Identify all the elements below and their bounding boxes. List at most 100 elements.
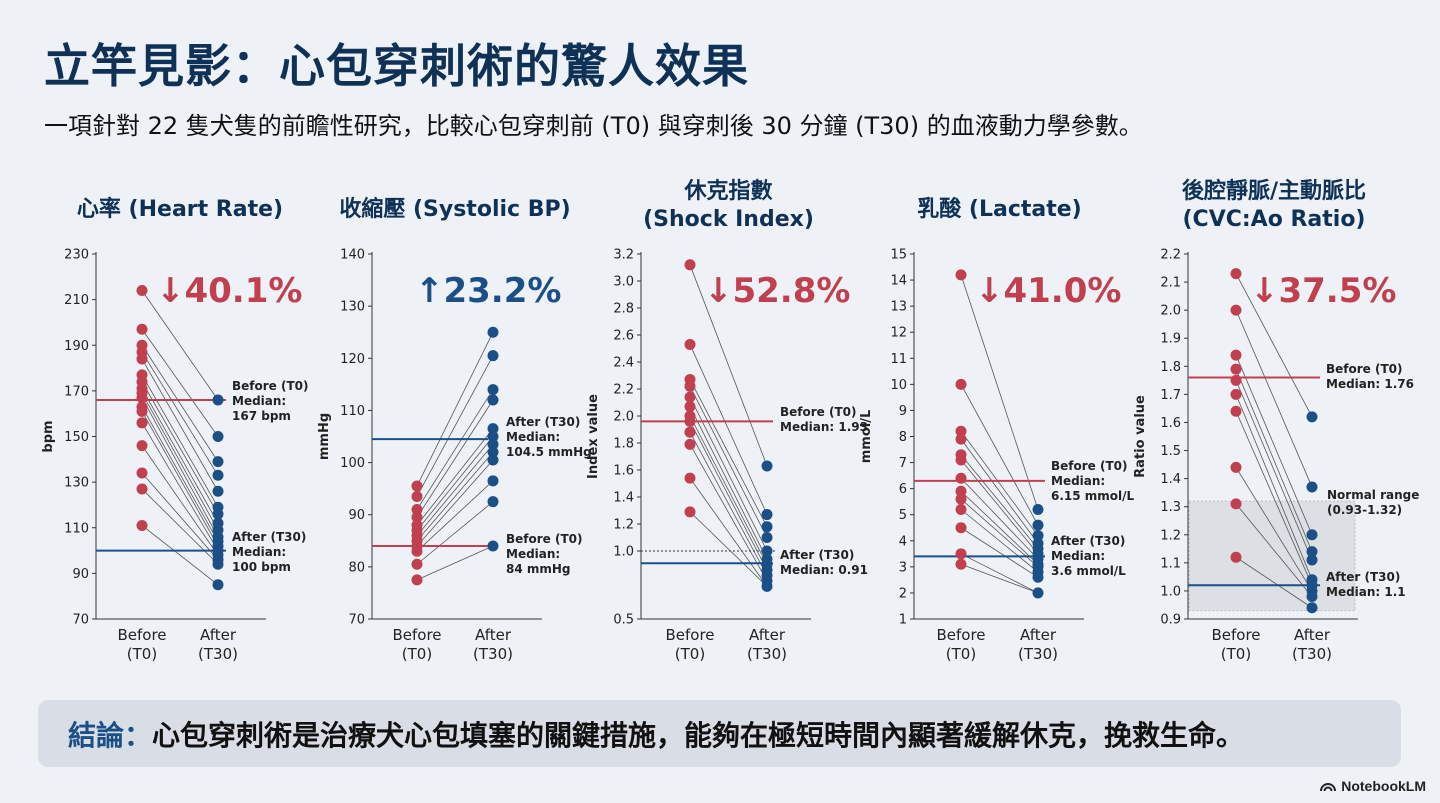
category-label-before: Before (T0) <box>392 626 441 663</box>
y-tick-label: 1.0 <box>613 545 634 560</box>
data-point-after <box>761 509 773 521</box>
y-tick-label: 8 <box>899 430 907 445</box>
data-point-before <box>684 380 696 392</box>
data-point-after <box>487 384 499 396</box>
data-point-after <box>1306 411 1318 423</box>
data-point-after <box>212 469 224 481</box>
data-point-after <box>212 431 224 442</box>
change-percentage: ↑23.2% <box>415 271 561 311</box>
median-label-after: After (T30) Median: 104.5 mmHg <box>506 415 592 459</box>
change-percentage: ↓37.5% <box>1250 271 1396 311</box>
data-point-before <box>411 490 423 502</box>
median-label-before: Before (T0) Median: 1.93 <box>780 405 868 434</box>
pair-line <box>416 501 494 565</box>
y-tick-label: 12 <box>890 326 907 341</box>
data-point-after <box>487 540 499 552</box>
data-point-after <box>212 579 224 591</box>
data-point-after <box>487 326 499 338</box>
category-label-after: After (T30) <box>473 626 513 663</box>
data-point-before <box>955 485 967 497</box>
change-percentage: ↓40.1% <box>156 271 302 311</box>
y-tick-label: 2.8 <box>613 302 634 317</box>
pair-line <box>960 563 1039 594</box>
data-point-before <box>1230 498 1242 510</box>
pair-line <box>416 399 494 518</box>
page-subtitle: 一項針對 22 隻犬隻的前瞻性研究，比較心包穿刺前 (T0) 與穿刺後 30 分… <box>44 112 1143 140</box>
y-tick-label: 1.9 <box>1160 332 1181 347</box>
pair-line <box>960 553 1039 594</box>
y-axis-label: mmol/L <box>859 410 874 464</box>
data-point-before <box>955 454 967 466</box>
y-tick-label: 1.6 <box>613 464 634 479</box>
pair-line <box>960 384 1039 526</box>
data-point-before <box>136 440 148 452</box>
y-tick-label: 4 <box>899 534 907 549</box>
data-point-after <box>487 423 499 435</box>
category-label-before: Before (T0) <box>665 626 714 663</box>
data-point-before <box>684 472 696 484</box>
pair-line <box>1235 309 1313 488</box>
y-tick-label: 90 <box>348 508 365 523</box>
pair-line <box>960 274 1039 510</box>
data-point-after <box>212 558 224 570</box>
pair-line <box>960 431 1039 536</box>
y-tick-label: 11 <box>890 352 907 367</box>
pair-line <box>960 438 1039 544</box>
data-point-before <box>955 433 967 445</box>
pair-line <box>416 389 494 510</box>
data-point-before <box>955 504 967 515</box>
y-tick-label: 10 <box>890 378 907 393</box>
data-point-after <box>1032 519 1044 531</box>
median-label-after: After (T30) Median: 100 bpm <box>232 530 306 574</box>
y-tick-label: 2.6 <box>613 329 634 344</box>
chart-panel-3: 休克指數(Shock Index) 0.5 1.0 1.2 1.4 1.6 1.8 2.0 2.… <box>586 178 868 663</box>
pair-line <box>141 525 219 586</box>
y-tick-label: 100 <box>340 456 365 471</box>
data-point-before <box>955 378 967 390</box>
data-point-after <box>761 532 773 543</box>
pair-line <box>141 488 219 565</box>
median-label-before: Before (T0) Median: 1.76 <box>1326 362 1414 391</box>
y-axis-label: Index value <box>586 394 601 479</box>
pair-line <box>141 472 219 560</box>
pair-line <box>141 381 219 515</box>
data-point-after <box>1032 587 1044 599</box>
y-tick-label: 1.7 <box>1160 388 1181 403</box>
pair-line <box>1235 503 1313 597</box>
pair-line <box>416 444 494 536</box>
pair-line <box>960 459 1039 555</box>
data-point-before <box>136 285 148 296</box>
data-point-before <box>684 338 696 350</box>
y-tick-label: 130 <box>340 300 365 315</box>
pair-line <box>141 422 219 551</box>
data-point-before <box>955 269 967 281</box>
brand: NotebookLM <box>1320 778 1426 794</box>
pair-line <box>141 345 219 462</box>
data-point-after <box>487 446 499 458</box>
chart-title: 休克指數(Shock Index) <box>643 178 814 232</box>
data-point-after <box>1032 530 1044 542</box>
pair-line <box>960 477 1039 560</box>
pair-line <box>960 527 1039 578</box>
y-tick-label: 9 <box>899 404 907 419</box>
y-tick-label: 2.0 <box>1160 304 1181 319</box>
pair-line <box>689 386 768 538</box>
data-point-after <box>487 350 499 362</box>
data-point-before <box>136 353 148 365</box>
data-point-after <box>1306 554 1318 566</box>
data-point-before <box>1230 349 1242 361</box>
data-point-before <box>684 426 696 438</box>
y-tick-label: 140 <box>340 248 365 263</box>
pair-line <box>960 490 1039 565</box>
data-point-after <box>761 580 773 592</box>
pair-line <box>689 344 768 515</box>
pair-line <box>1235 394 1313 580</box>
median-label-before: Before (T0) Median: 84 mmHg <box>506 532 583 576</box>
conclusion-text: 心包穿刺術是治療犬心包填塞的關鍵措施，能夠在極短時間內顯著緩解休克，挽救生命。 <box>152 718 1245 752</box>
y-tick-label: 3 <box>899 560 907 575</box>
data-point-after <box>212 394 224 406</box>
data-point-after <box>1306 481 1318 493</box>
data-point-after <box>1306 546 1318 558</box>
data-point-before <box>136 483 148 495</box>
conclusion-box: 結論： 心包穿刺術是治療犬心包填塞的關鍵措施，能夠在極短時間內顯著緩解休克，挽救… <box>38 700 1401 767</box>
